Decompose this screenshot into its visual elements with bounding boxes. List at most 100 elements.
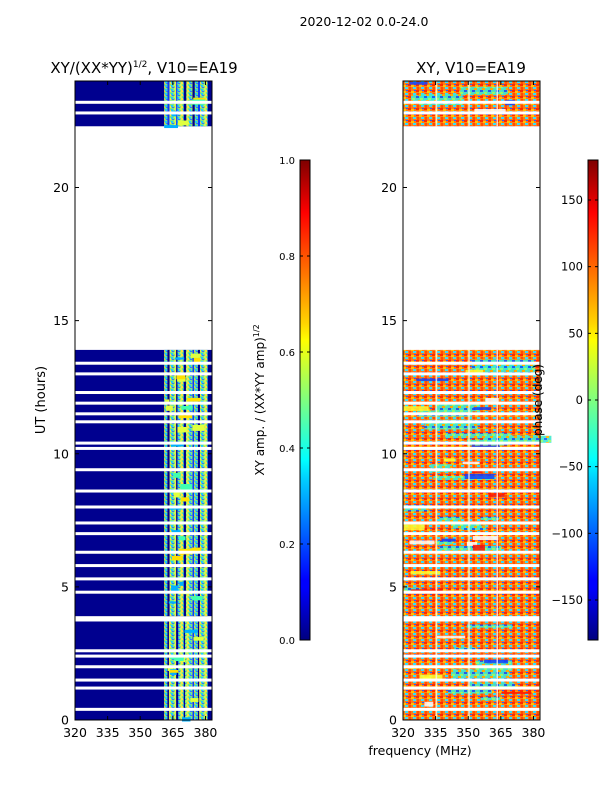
x-tick-label: 380 [194,725,218,740]
phase-gap-line [403,590,540,594]
phase-gap-line [403,100,540,104]
amplitude-gap-line [75,665,212,669]
phase-patch [433,475,495,481]
x-tick-label: 350 [456,725,480,740]
y-tick-label: 10 [381,446,397,461]
phase-gap-line [403,665,540,669]
phase-speckle [409,540,435,545]
colorbar-tick-label: 100 [561,260,583,274]
amplitude-gap-line [75,391,212,395]
phase-patch [473,364,535,376]
amplitude-speckle [178,120,189,126]
phase-speckle [501,691,532,694]
amplitude-speckle [165,399,170,402]
amplitude-heatmap [75,81,212,722]
phase-gap-line [403,521,540,525]
amplitude-gap-line [75,446,212,450]
x-tick-label: 335 [424,725,448,740]
phase-speckle [473,407,492,411]
phase-patch [430,464,452,473]
amplitude-gap-line [75,550,212,554]
amplitude-gap-line [75,361,212,365]
amplitude-gap-line [75,532,212,536]
phase-speckle [472,544,485,551]
y-tick-label: 0 [61,713,69,728]
phase-patch [466,624,513,628]
panel-amplitude: XY/(XX*YY)1/2, V10=EA19 320 335 350 365 380 … [34,59,238,740]
x-tick-label: 320 [391,725,415,740]
amplitude-speckle [181,405,193,410]
x-tick-label: 365 [161,725,185,740]
phase-gap-line [403,361,540,365]
phase-gap-line [403,707,540,711]
phase-gap-line [403,649,540,653]
phase-x-axis: 320 335 350 365 380 [391,81,545,740]
y-tick-label: 5 [389,579,397,594]
y-tick-label: 20 [53,180,69,195]
amplitude-speckle [191,547,202,553]
y-tick-label: 15 [381,313,397,328]
amplitude-gap-line [75,412,212,416]
amplitude-speckle [172,530,181,533]
amplitude-speckle [173,473,181,478]
phase-patch [445,433,511,439]
phase-channel-stripe [468,621,470,720]
y-tick-label: 5 [61,579,69,594]
phase-speckle [474,108,506,112]
phase-speckle [464,473,495,479]
figure-suptitle: 2020-12-02 0.0-24.0 [300,14,429,29]
phase-axes-frame [402,80,541,721]
phase-speckle [466,542,478,546]
x-tick-label: 350 [128,725,152,740]
y-tick-label: 15 [53,313,69,328]
colorbar-tick-label: 0.2 [279,540,295,551]
amplitude-gap-line [75,100,212,104]
amplitude-speckle [177,426,188,433]
phase-patch [450,669,510,680]
amplitude-gap-line [75,654,212,658]
colorbar-tick-label: 0.4 [279,444,295,455]
phase-speckle [465,369,484,373]
phase-title: XY, V10=EA19 [416,59,526,77]
amplitude-gap-line [75,111,212,115]
amplitude-speckle [180,484,193,490]
phase-patch [419,94,463,106]
y-axis-label: UT (hours) [34,366,49,434]
phase-speckle [443,458,456,462]
phase-gap-line [403,446,540,450]
amplitude-speckle [176,373,186,380]
phase-channel-stripe [468,349,470,617]
colorbar-tick-label: 0.0 [279,636,295,647]
phase-channel-stripe [435,621,438,720]
amplitude-gap-line [75,649,212,653]
amplitude-speckle [168,601,177,604]
x-axis-label: frequency (MHz) [368,743,471,758]
phase-gap-line [403,468,540,472]
phase-patch [439,516,461,525]
phase-patch [480,697,501,701]
phase-speckle [436,635,466,639]
amplitude-speckle [192,596,203,601]
colorbar-tick-label: 150 [561,193,583,207]
amplitude-channel-stripe [176,349,178,617]
amplitude-speckle [193,357,201,364]
amplitude-speckle [170,670,179,673]
amplitude-speckle [167,666,173,671]
phase-speckle [409,81,428,85]
phase-gap-line [403,577,540,581]
phase-colorbar-ticks: −150 −100 −50 0 50 100 150 [551,193,598,607]
phase-gap-line [403,489,540,493]
amplitude-colorbar-label: XY amp. / (XX*YY amp)1/2 [252,324,267,475]
phase-patch [448,687,492,694]
phase-heatmap [403,81,552,720]
amplitude-speckle [178,415,192,419]
phase-data-block [403,349,540,617]
phase-speckle [462,461,480,465]
phase-patch [439,545,502,554]
amplitude-gap-line [75,686,212,690]
phase-speckle [410,571,441,575]
phase-y-axis: 0 5 10 15 20 [381,180,540,728]
amplitude-speckle [171,555,183,561]
amplitude-speckle [179,581,184,586]
